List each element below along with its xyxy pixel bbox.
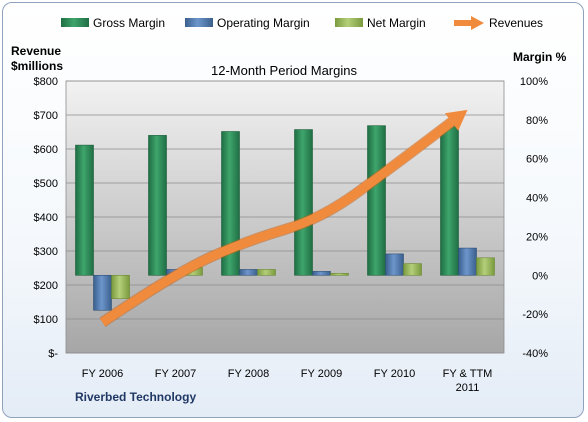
chart-container: $- $100 $200 $300 $400 $500 $600 $700 $800 -40% -2… — [2, 2, 584, 418]
category-label: FY 2006 — [82, 368, 123, 380]
left-tick-label: $800 — [34, 76, 58, 88]
chart-svg: $- $100 $200 $300 $400 $500 $600 $700 $800 -40% -2… — [11, 16, 567, 404]
legend-label-gross-margin: Gross Margin — [93, 16, 165, 30]
bar-gross-margin — [294, 129, 313, 276]
left-axis-title-line1: Revenue — [11, 44, 61, 58]
right-tick-label: -40% — [522, 348, 548, 360]
right-tick-label: 80% — [526, 115, 548, 127]
legend-label-revenues: Revenues — [489, 16, 543, 30]
bar-operating-margin — [385, 253, 404, 276]
bar-gross-margin — [221, 131, 240, 276]
chart-title: 12-Month Period Margins — [211, 63, 357, 78]
left-tick-label: $300 — [34, 246, 58, 258]
category-label: FY & TTM — [443, 368, 493, 380]
bar-gross-margin — [75, 144, 94, 276]
bar-net-margin — [403, 263, 422, 276]
bar-marks — [75, 125, 495, 311]
category-label: FY 2007 — [155, 368, 196, 380]
legend-label-operating-margin: Operating Margin — [217, 16, 310, 30]
left-tick-label: $400 — [34, 212, 58, 224]
revenue-line — [99, 118, 455, 327]
revenue-line-marks — [99, 109, 468, 327]
right-axis-title: Margin % — [513, 50, 567, 64]
left-axis-title-line2: $millions — [11, 59, 63, 73]
bar-net-margin — [476, 257, 495, 276]
bar-net-margin — [257, 269, 276, 276]
axis-labels: $- $100 $200 $300 $400 $500 $600 $700 $800 -40% -2… — [34, 76, 549, 394]
grid-lines — [66, 80, 504, 354]
right-tick-label: 100% — [520, 76, 548, 88]
category-label: FY 2008 — [228, 368, 269, 380]
right-tick-label: 60% — [526, 154, 548, 166]
right-tick-label: 0% — [532, 270, 548, 282]
revenue-arrowhead — [444, 109, 468, 131]
bar-gross-margin — [148, 135, 167, 276]
legend-swatch-net-margin — [335, 18, 363, 27]
bar-net-margin — [330, 273, 349, 276]
left-tick-label: $- — [48, 348, 58, 360]
left-tick-label: $100 — [34, 314, 58, 326]
legend-swatch-revenues — [454, 16, 484, 30]
bar-operating-margin — [93, 274, 112, 311]
right-tick-label: -20% — [522, 309, 548, 321]
category-label: FY 2010 — [374, 368, 415, 380]
legend-label-net-margin: Net Margin — [367, 16, 426, 30]
left-tick-label: $200 — [34, 280, 58, 292]
category-label: 2011 — [456, 382, 480, 394]
left-tick-label: $500 — [34, 178, 58, 190]
right-tick-label: 40% — [526, 193, 548, 205]
bar-operating-margin — [312, 271, 331, 276]
legend-swatch-operating-margin — [185, 18, 213, 27]
company-label: Riverbed Technology — [75, 390, 196, 404]
left-tick-label: $600 — [34, 144, 58, 156]
bar-gross-margin — [367, 125, 386, 276]
bar-gross-margin — [440, 125, 459, 276]
left-tick-label: $700 — [34, 110, 58, 122]
category-label: FY 2009 — [301, 368, 342, 380]
bar-operating-margin — [458, 247, 477, 276]
bar-operating-margin — [239, 269, 258, 276]
right-tick-label: 20% — [526, 231, 548, 243]
legend-swatch-gross-margin — [61, 18, 89, 27]
bar-net-margin — [111, 274, 130, 299]
legend: Gross Margin Operating Margin Net Margin… — [61, 16, 543, 30]
